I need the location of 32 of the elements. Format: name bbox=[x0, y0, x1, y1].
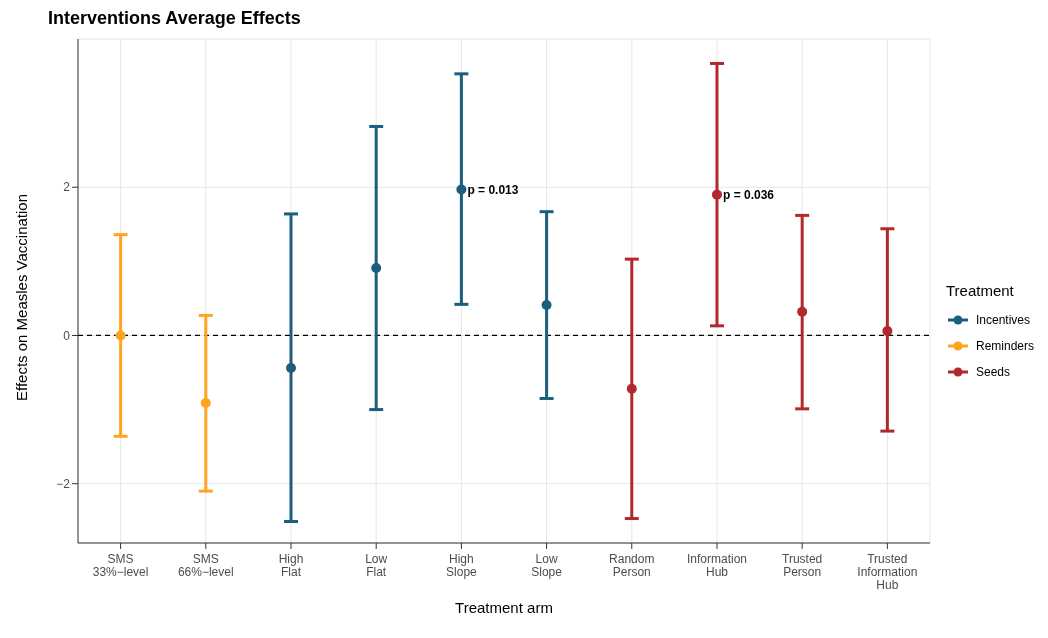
point bbox=[711, 189, 722, 200]
x-tick-label: Information Hub bbox=[686, 552, 747, 579]
point bbox=[626, 383, 637, 394]
point bbox=[285, 363, 296, 374]
y-tick-label: 0 bbox=[63, 328, 71, 343]
annotation: p = 0.036 bbox=[722, 187, 775, 202]
legend-label: Reminders bbox=[974, 337, 1034, 355]
y-tick-label: 2 bbox=[63, 180, 71, 195]
point bbox=[797, 306, 808, 317]
x-tick-label: Low Slope bbox=[531, 552, 563, 579]
x-tick-label: Low Flat bbox=[365, 552, 388, 579]
x-tick-label: SMS 66%−level bbox=[177, 552, 234, 579]
x-axis-title: Treatment arm bbox=[455, 599, 553, 616]
point bbox=[456, 184, 467, 195]
point bbox=[882, 326, 893, 337]
chart-title: Interventions Average Effects bbox=[48, 8, 302, 29]
annotation: p = 0.013 bbox=[467, 182, 519, 197]
y-tick-label: −2 bbox=[56, 476, 71, 491]
x-tick-label: Random Person bbox=[609, 552, 655, 579]
point bbox=[371, 263, 382, 274]
x-tick-label: High Flat bbox=[278, 552, 304, 579]
x-tick-label: SMS 33%−level bbox=[92, 552, 149, 579]
legend-title: Treatment bbox=[945, 281, 1015, 299]
point bbox=[200, 397, 211, 408]
x-tick-label: Trusted Person bbox=[782, 552, 823, 579]
point bbox=[115, 330, 126, 341]
x-tick-label: High Slope bbox=[446, 552, 478, 579]
point bbox=[541, 300, 552, 311]
legend-label: Incentives bbox=[974, 311, 1031, 329]
x-tick-label: Trusted Information Hub bbox=[857, 552, 918, 592]
legend-label: Seeds bbox=[974, 363, 1011, 381]
y-axis-title: Effects on Measles Vaccination bbox=[13, 193, 31, 401]
